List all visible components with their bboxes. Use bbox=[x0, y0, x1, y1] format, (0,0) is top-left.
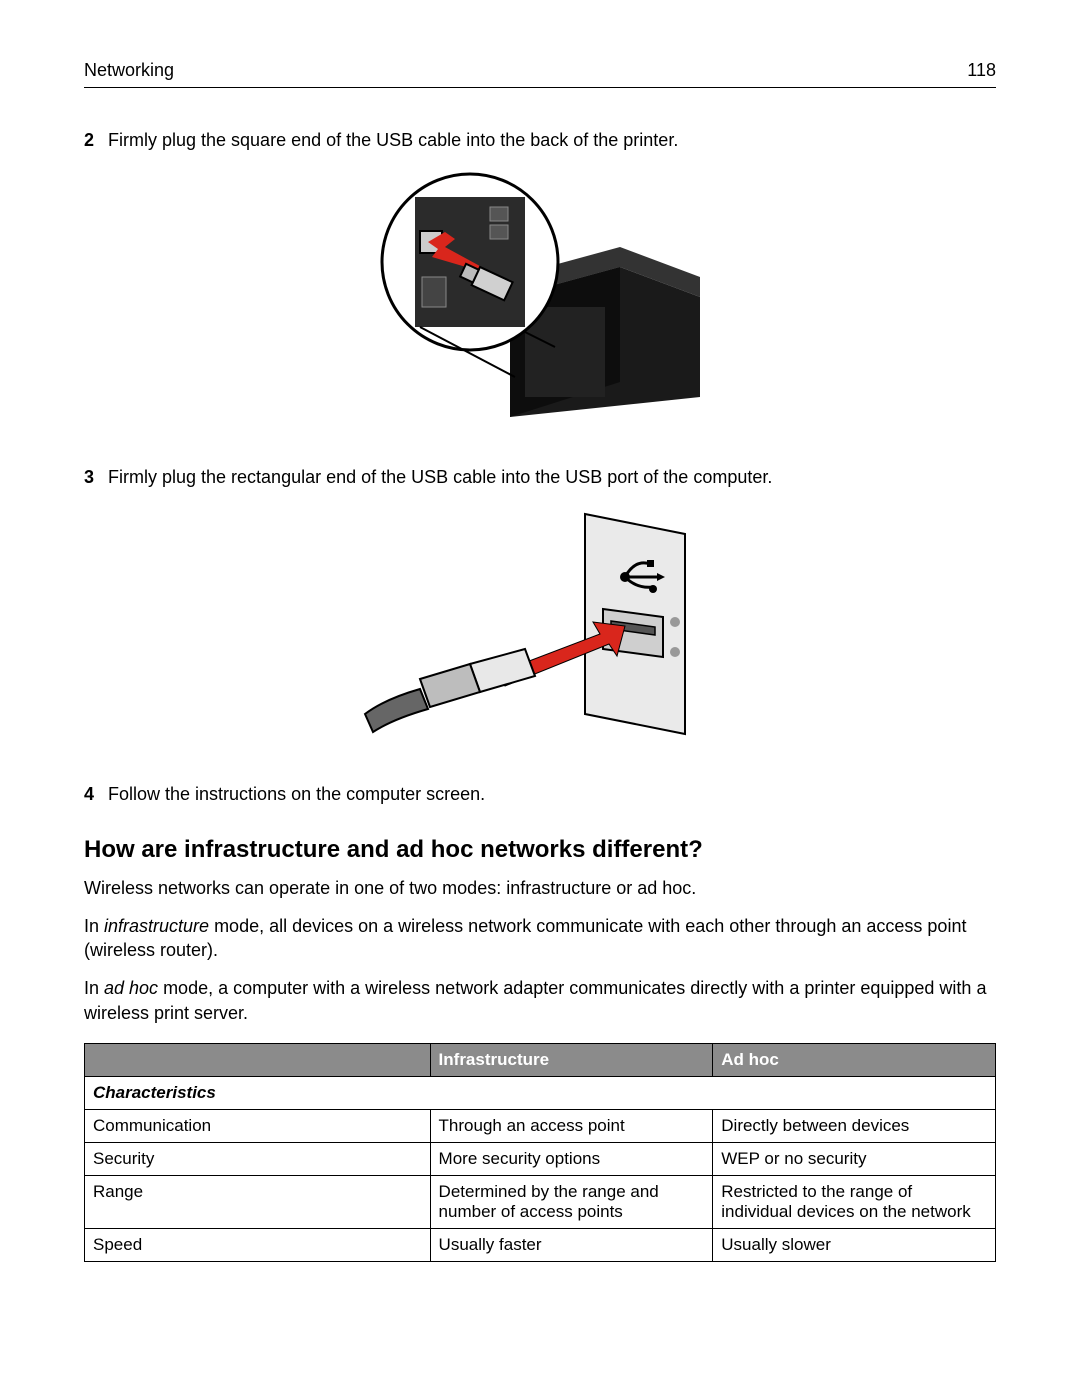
row-infra: Usually faster bbox=[430, 1229, 713, 1262]
step-2-text: Firmly plug the square end of the USB ca… bbox=[108, 128, 678, 153]
table-header-row: Infrastructure Ad hoc bbox=[85, 1044, 996, 1077]
infrastructure-paragraph: In infrastructure mode, all devices on a… bbox=[84, 914, 996, 963]
step-2-number: 2 bbox=[84, 128, 98, 153]
table-row: Security More security options WEP or no… bbox=[85, 1143, 996, 1176]
step-4-text: Follow the instructions on the computer … bbox=[108, 782, 485, 807]
infra-mode-word: infrastructure bbox=[104, 916, 209, 936]
step-3-number: 3 bbox=[84, 465, 98, 490]
intro-paragraph: Wireless networks can operate in one of … bbox=[84, 876, 996, 900]
table-row: Range Determined by the range and number… bbox=[85, 1176, 996, 1229]
header-section: Networking bbox=[84, 60, 174, 81]
step-3-text: Firmly plug the rectangular end of the U… bbox=[108, 465, 772, 490]
row-label: Speed bbox=[85, 1229, 431, 1262]
row-adhoc: Restricted to the range of individual de… bbox=[713, 1176, 996, 1229]
comparison-table: Infrastructure Ad hoc Characteristics Co… bbox=[84, 1043, 996, 1262]
infra-prefix: In bbox=[84, 916, 104, 936]
table-row: Communication Through an access point Di… bbox=[85, 1110, 996, 1143]
row-label: Security bbox=[85, 1143, 431, 1176]
header-page-number: 118 bbox=[967, 60, 996, 81]
figure-printer-usb bbox=[84, 167, 996, 437]
step-3: 3 Firmly plug the rectangular end of the… bbox=[84, 465, 996, 490]
row-infra: Through an access point bbox=[430, 1110, 713, 1143]
adhoc-mode-word: ad hoc bbox=[104, 978, 158, 998]
row-adhoc: Directly between devices bbox=[713, 1110, 996, 1143]
row-infra: More security options bbox=[430, 1143, 713, 1176]
table-subheader: Characteristics bbox=[85, 1077, 996, 1110]
table-header-blank bbox=[85, 1044, 431, 1077]
adhoc-paragraph: In ad hoc mode, a computer with a wirele… bbox=[84, 976, 996, 1025]
adhoc-prefix: In bbox=[84, 978, 104, 998]
table-header-adhoc: Ad hoc bbox=[713, 1044, 996, 1077]
table-row: Speed Usually faster Usually slower bbox=[85, 1229, 996, 1262]
step-4-number: 4 bbox=[84, 782, 98, 807]
row-adhoc: Usually slower bbox=[713, 1229, 996, 1262]
row-adhoc: WEP or no security bbox=[713, 1143, 996, 1176]
step-2: 2 Firmly plug the square end of the USB … bbox=[84, 128, 996, 153]
infra-suffix: mode, all devices on a wireless network … bbox=[84, 916, 966, 960]
row-label: Communication bbox=[85, 1110, 431, 1143]
adhoc-suffix: mode, a computer with a wireless network… bbox=[84, 978, 986, 1022]
table-subheader-row: Characteristics bbox=[85, 1077, 996, 1110]
step-4: 4 Follow the instructions on the compute… bbox=[84, 782, 996, 807]
page-header: Networking 118 bbox=[84, 60, 996, 88]
section-heading: How are infrastructure and ad hoc networ… bbox=[84, 836, 996, 864]
table-header-infrastructure: Infrastructure bbox=[430, 1044, 713, 1077]
row-label: Range bbox=[85, 1176, 431, 1229]
row-infra: Determined by the range and number of ac… bbox=[430, 1176, 713, 1229]
figure-computer-usb bbox=[84, 504, 996, 754]
